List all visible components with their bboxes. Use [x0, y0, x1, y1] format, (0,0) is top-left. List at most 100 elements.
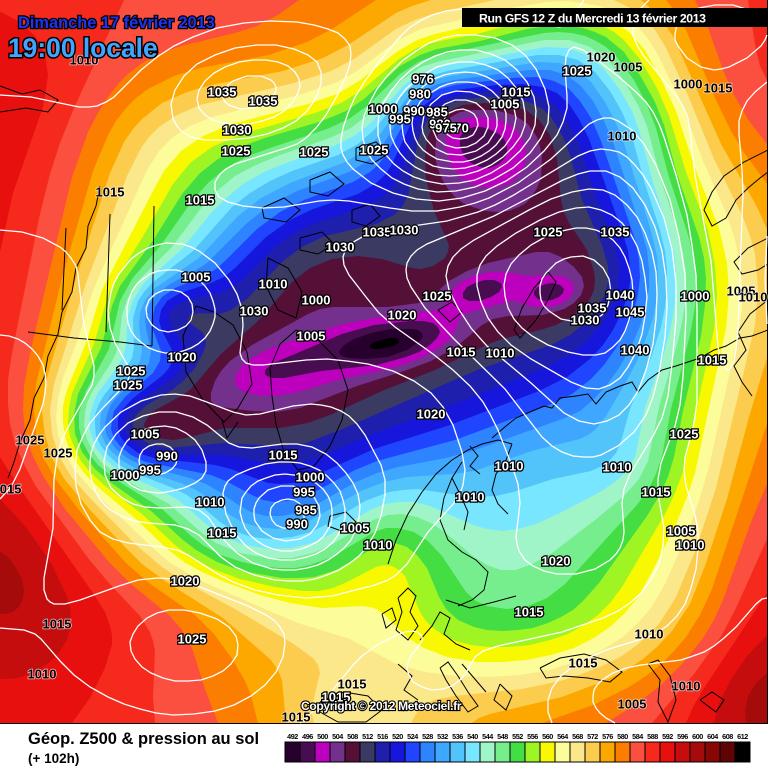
svg-text:600: 600: [692, 732, 703, 741]
svg-text:1010: 1010: [70, 53, 99, 68]
svg-text:548: 548: [497, 732, 508, 741]
svg-text:980: 980: [409, 87, 431, 102]
svg-text:1015: 1015: [338, 677, 367, 692]
svg-text:552: 552: [512, 732, 523, 741]
svg-text:1015: 1015: [515, 605, 544, 620]
svg-text:1040: 1040: [621, 343, 650, 358]
svg-text:568: 568: [572, 732, 583, 741]
svg-text:990: 990: [403, 104, 425, 119]
svg-text:1010: 1010: [28, 667, 57, 682]
svg-text:532: 532: [437, 732, 448, 741]
svg-text:1015: 1015: [502, 85, 531, 100]
svg-text:1030: 1030: [240, 304, 269, 319]
svg-text:1015: 1015: [43, 617, 72, 632]
svg-text:584: 584: [632, 732, 643, 741]
svg-text:1015: 1015: [269, 448, 298, 463]
svg-text:990: 990: [286, 517, 308, 532]
svg-text:588: 588: [647, 732, 658, 741]
svg-text:1030: 1030: [390, 223, 419, 238]
svg-text:492: 492: [287, 732, 298, 741]
svg-text:1035: 1035: [601, 225, 630, 240]
svg-text:504: 504: [332, 732, 343, 741]
svg-text:980: 980: [429, 117, 451, 132]
svg-text:1030: 1030: [571, 313, 600, 328]
svg-text:508: 508: [347, 732, 358, 741]
svg-text:1025: 1025: [114, 378, 143, 393]
svg-text:1010: 1010: [603, 460, 632, 475]
svg-text:540: 540: [467, 732, 478, 741]
svg-text:1010: 1010: [196, 495, 225, 510]
svg-text:1035: 1035: [249, 94, 278, 109]
svg-text:1025: 1025: [300, 145, 329, 160]
svg-text:612: 612: [737, 732, 748, 741]
svg-text:1025: 1025: [44, 446, 73, 461]
svg-text:1010: 1010: [495, 459, 524, 474]
svg-text:1000: 1000: [302, 293, 331, 308]
svg-text:1025: 1025: [222, 144, 251, 159]
svg-text:556: 556: [527, 732, 538, 741]
svg-text:970: 970: [447, 121, 469, 136]
svg-text:1020: 1020: [542, 554, 571, 569]
svg-text:1000: 1000: [674, 77, 703, 92]
svg-text:1015: 1015: [186, 193, 215, 208]
svg-text:560: 560: [542, 732, 553, 741]
svg-text:500: 500: [317, 732, 328, 741]
svg-text:(+ 102h): (+ 102h): [28, 751, 79, 766]
svg-text:1005: 1005: [667, 524, 696, 539]
svg-text:536: 536: [452, 732, 463, 741]
svg-text:1015: 1015: [96, 185, 125, 200]
svg-text:995: 995: [293, 485, 315, 500]
svg-text:Run GFS 12 Z du Mercredi 13 fé: Run GFS 12 Z du Mercredi 13 février 2013: [479, 12, 706, 26]
svg-text:1010: 1010: [739, 290, 768, 305]
svg-text:1010: 1010: [456, 490, 485, 505]
svg-text:1025: 1025: [360, 143, 389, 158]
svg-text:1030: 1030: [326, 240, 355, 255]
svg-text:1015: 1015: [282, 710, 311, 725]
svg-text:1015: 1015: [447, 345, 476, 360]
svg-text:1045: 1045: [616, 305, 645, 320]
svg-text:1020: 1020: [168, 350, 197, 365]
svg-text:1010: 1010: [672, 679, 701, 694]
svg-text:1015: 1015: [642, 485, 671, 500]
svg-text:1010: 1010: [635, 627, 664, 642]
svg-text:975: 975: [435, 121, 457, 136]
svg-text:1000: 1000: [296, 470, 325, 485]
svg-text:1020: 1020: [587, 50, 616, 65]
svg-text:1010: 1010: [259, 277, 288, 292]
svg-text:1020: 1020: [388, 308, 417, 323]
svg-text:608: 608: [722, 732, 733, 741]
svg-text:19:00 locale: 19:00 locale: [8, 33, 158, 63]
svg-text:1000: 1000: [681, 289, 710, 304]
svg-text:528: 528: [422, 732, 433, 741]
svg-text:1015: 1015: [0, 482, 21, 497]
svg-text:1015: 1015: [698, 353, 727, 368]
svg-text:985: 985: [426, 105, 448, 120]
svg-text:1005: 1005: [618, 697, 647, 712]
svg-text:496: 496: [302, 732, 313, 741]
svg-text:Dimanche 17 février 2013: Dimanche 17 février 2013: [18, 14, 215, 32]
svg-text:1035: 1035: [208, 85, 237, 100]
svg-text:520: 520: [392, 732, 403, 741]
svg-text:1030: 1030: [223, 123, 252, 138]
svg-text:572: 572: [587, 732, 598, 741]
svg-text:1005: 1005: [614, 60, 643, 75]
svg-text:1025: 1025: [16, 433, 45, 448]
svg-text:1020: 1020: [171, 574, 200, 589]
svg-text:1015: 1015: [569, 656, 598, 671]
svg-text:1010: 1010: [608, 129, 637, 144]
svg-text:604: 604: [707, 732, 718, 741]
svg-text:Copyright © 2012 Meteociel.fr: Copyright © 2012 Meteociel.fr: [301, 699, 462, 713]
svg-text:1015: 1015: [322, 690, 351, 705]
svg-text:592: 592: [662, 732, 673, 741]
svg-text:1005: 1005: [297, 329, 326, 344]
svg-text:1025: 1025: [117, 364, 146, 379]
svg-text:596: 596: [677, 732, 688, 741]
svg-text:995: 995: [139, 463, 161, 478]
svg-text:1025: 1025: [670, 427, 699, 442]
svg-text:1010: 1010: [676, 538, 705, 553]
svg-text:976: 976: [412, 72, 434, 87]
svg-text:580: 580: [617, 732, 628, 741]
svg-text:524: 524: [407, 732, 418, 741]
svg-text:1015: 1015: [208, 526, 237, 541]
svg-text:1005: 1005: [491, 97, 520, 112]
